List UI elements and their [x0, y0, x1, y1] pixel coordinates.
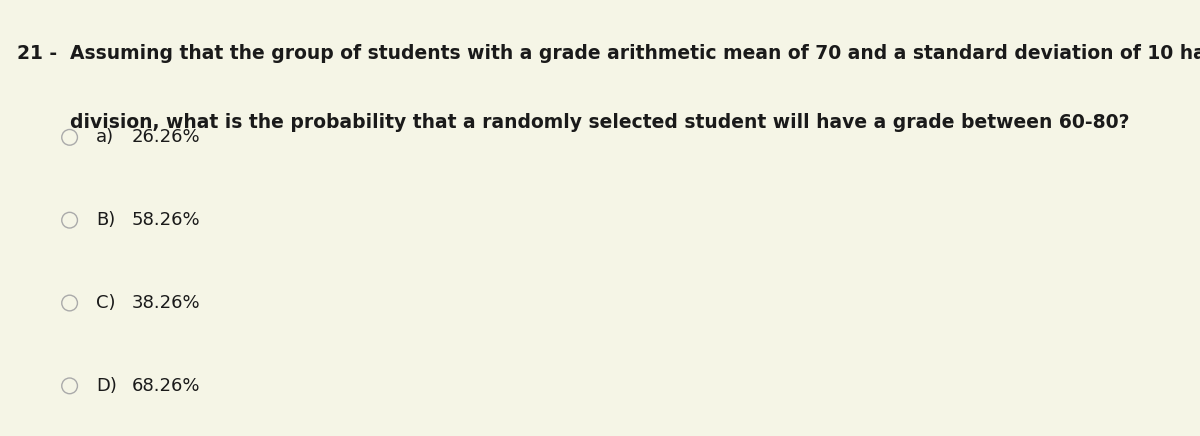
Text: C): C)	[96, 294, 115, 312]
Text: a): a)	[96, 128, 114, 146]
Ellipse shape	[61, 212, 78, 228]
Ellipse shape	[61, 295, 78, 311]
Text: B): B)	[96, 211, 115, 229]
Ellipse shape	[61, 129, 78, 145]
Text: 21 -: 21 -	[17, 44, 56, 63]
Text: division, what is the probability that a randomly selected student will have a g: division, what is the probability that a…	[70, 113, 1129, 133]
Text: D): D)	[96, 377, 116, 395]
Text: 38.26%: 38.26%	[132, 294, 200, 312]
Text: 58.26%: 58.26%	[132, 211, 200, 229]
Text: Assuming that the group of students with a grade arithmetic mean of 70 and a sta: Assuming that the group of students with…	[70, 44, 1200, 63]
Text: 26.26%: 26.26%	[132, 128, 200, 146]
Text: 68.26%: 68.26%	[132, 377, 200, 395]
Ellipse shape	[61, 378, 78, 394]
